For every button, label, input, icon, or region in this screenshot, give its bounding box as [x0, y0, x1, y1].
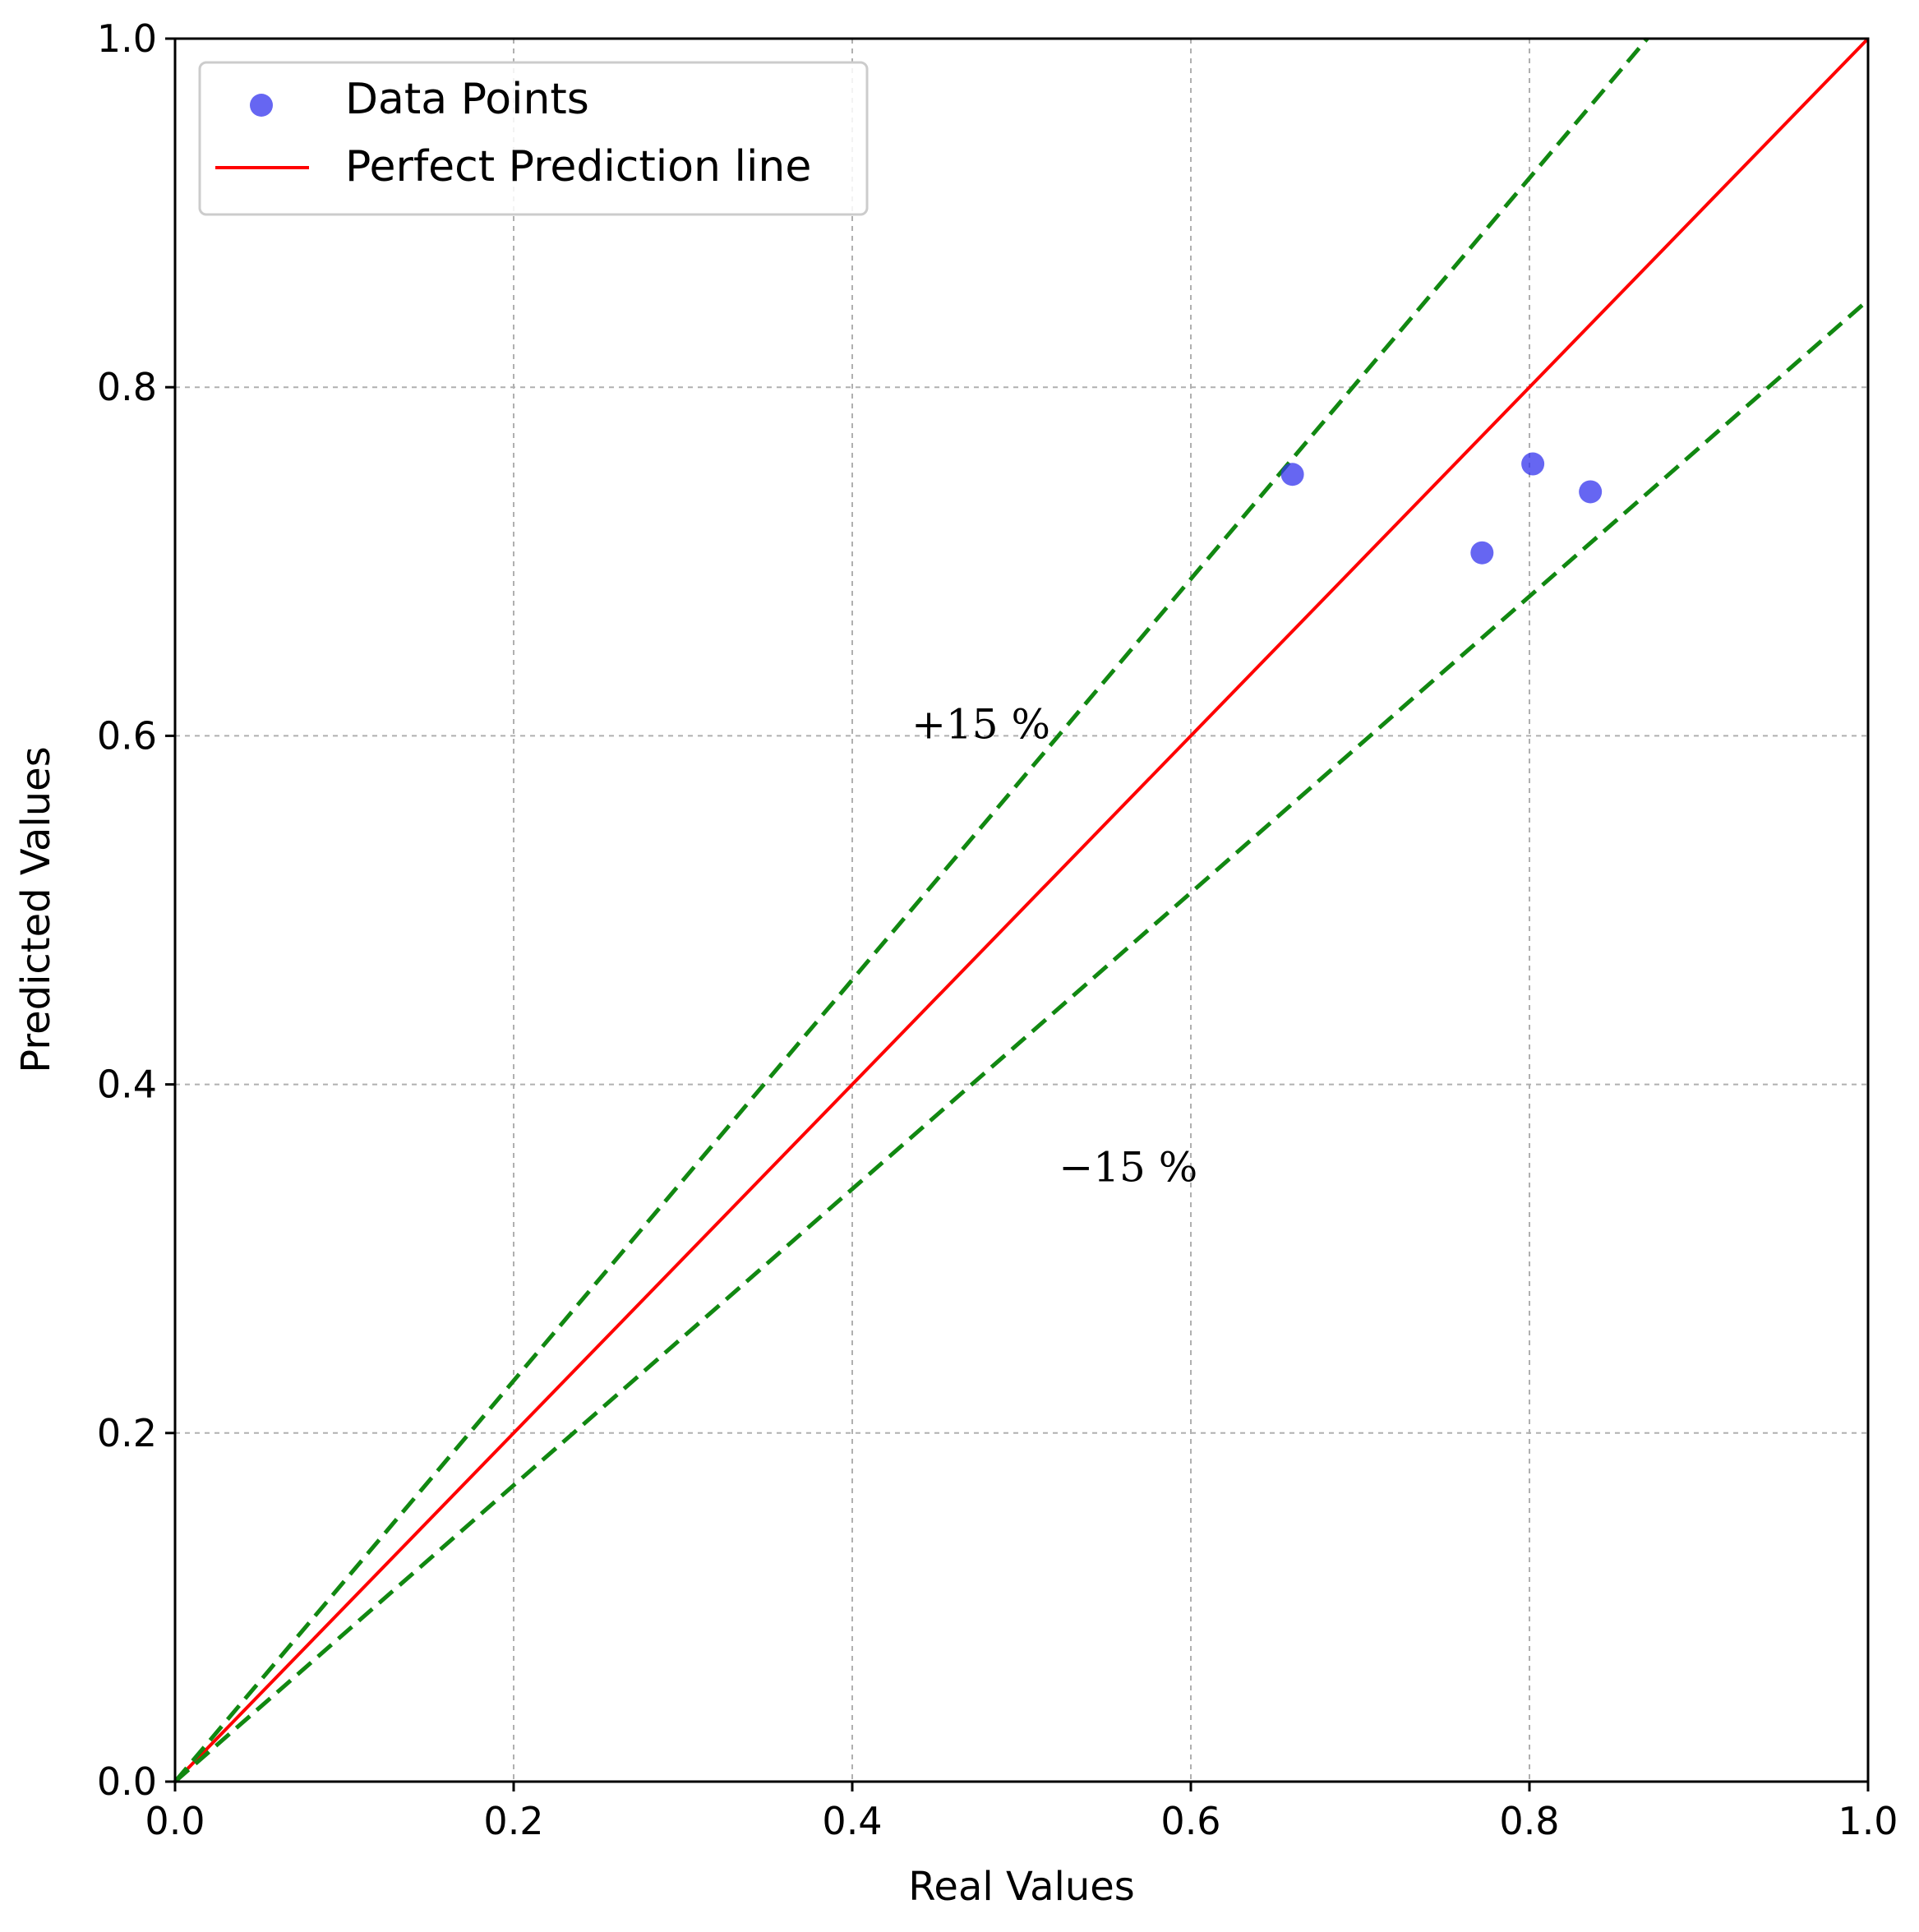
- x-tick-label: 0.0: [145, 1799, 205, 1843]
- legend-label-perfect-line: Perfect Prediction line: [345, 142, 811, 191]
- y-tick-label: 0.6: [97, 713, 157, 758]
- plus-15-bound-line: [173, 37, 1649, 1783]
- x-tick-label: 0.8: [1499, 1799, 1559, 1843]
- y-tick-label: 1.0: [97, 16, 157, 61]
- y-tick-label: 0.2: [97, 1411, 157, 1455]
- x-tick-label: 0.6: [1160, 1799, 1220, 1843]
- y-tick-label: 0.4: [97, 1063, 157, 1107]
- minus-15-bound-line: [173, 298, 1870, 1783]
- x-tick-label: 0.2: [483, 1799, 543, 1843]
- x-tick-label: 1.0: [1838, 1799, 1898, 1843]
- reference-lines: [173, 37, 1870, 1783]
- data-point: [1521, 452, 1545, 476]
- y-axis-title: Predicted Values: [13, 746, 59, 1072]
- x-tick-label: 0.4: [822, 1799, 882, 1843]
- y-tick-label: 0.0: [97, 1759, 157, 1804]
- annotation-plus-15: +15 %: [911, 701, 1050, 749]
- y-tick-label: 0.8: [97, 365, 157, 409]
- perfect-prediction-line: [173, 37, 1870, 1783]
- annotation-minus-15: −15 %: [1059, 1143, 1197, 1191]
- legend: Data Points Perfect Prediction line: [198, 61, 869, 216]
- legend-label-data-points: Data Points: [345, 75, 589, 124]
- data-point: [1470, 541, 1494, 565]
- legend-frame: [198, 61, 869, 216]
- grid: [175, 39, 1868, 1782]
- x-axis-title: Real Values: [908, 1864, 1135, 1910]
- plot-frame: [173, 37, 1870, 1783]
- axis-ticks: 0.0 0.2 0.4 0.6 0.8 1.0 0.0 0.2 0.4 0.6 0.8 1.0: [97, 16, 1898, 1843]
- annotations: +15 % −15 %: [911, 701, 1197, 1192]
- legend-marker-data-points: [250, 94, 273, 117]
- data-point: [1579, 480, 1603, 504]
- data-point: [1280, 463, 1304, 486]
- data-points: [1280, 452, 1603, 565]
